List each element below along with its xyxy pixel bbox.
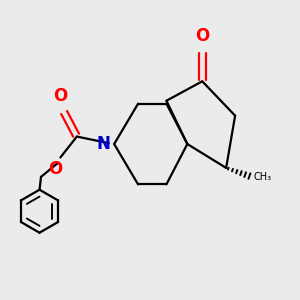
Text: O: O xyxy=(53,87,68,105)
Text: CH₃: CH₃ xyxy=(254,172,272,182)
Text: O: O xyxy=(195,27,209,45)
Text: N: N xyxy=(97,135,111,153)
Text: O: O xyxy=(48,160,62,178)
